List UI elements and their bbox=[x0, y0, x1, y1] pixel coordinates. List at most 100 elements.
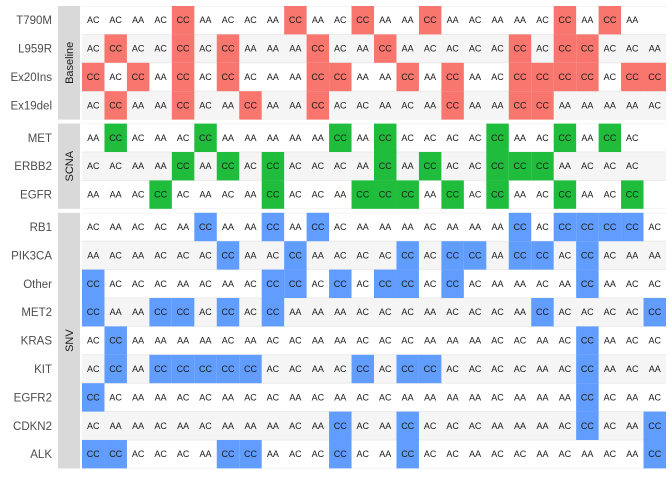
cell-label: CC bbox=[177, 307, 190, 317]
cell-label: CC bbox=[289, 15, 302, 25]
cell-label: AC bbox=[357, 100, 370, 110]
cell-label: AC bbox=[87, 161, 100, 171]
cell-label: AA bbox=[357, 133, 369, 143]
cc-cell bbox=[261, 212, 285, 242]
cell-label: AA bbox=[402, 44, 414, 54]
cell-label: AA bbox=[312, 250, 324, 260]
cell-label: CC bbox=[514, 250, 527, 260]
cell-label: CC bbox=[536, 100, 549, 110]
cc-cell bbox=[553, 34, 577, 63]
row-label: CDKN2 bbox=[13, 421, 52, 433]
cc-cell bbox=[329, 411, 352, 440]
cell-label: AC bbox=[491, 364, 504, 374]
row-label: Ex19del bbox=[10, 100, 52, 112]
row-label: KIT bbox=[34, 364, 52, 376]
cc-cell bbox=[171, 34, 195, 63]
cell-label: AA bbox=[447, 222, 459, 232]
cell-label: AA bbox=[289, 307, 301, 317]
cell-label: AA bbox=[626, 392, 638, 402]
cell-label: CC bbox=[558, 44, 571, 54]
cc-cell bbox=[643, 440, 666, 469]
cell-label: AC bbox=[604, 307, 617, 317]
cc-cell bbox=[598, 212, 622, 242]
cell-label: AC bbox=[357, 279, 370, 289]
cell-label: AA bbox=[514, 279, 526, 289]
cell-label: AA bbox=[244, 336, 256, 346]
cell-label: CC bbox=[558, 133, 571, 143]
cell-label: AC bbox=[649, 222, 662, 232]
cell-label: AA bbox=[581, 449, 593, 459]
cell-label: AA bbox=[132, 161, 144, 171]
cell-label: CC bbox=[558, 190, 571, 200]
cell-label: CC bbox=[603, 15, 616, 25]
cell-label: CC bbox=[514, 222, 527, 232]
cell-label: AC bbox=[244, 72, 257, 82]
cell-label: AC bbox=[154, 15, 167, 25]
cc-cell bbox=[643, 298, 666, 327]
cell-label: AC bbox=[604, 421, 617, 431]
cell-label: AC bbox=[559, 421, 572, 431]
cell-label: CC bbox=[222, 44, 235, 54]
cell-label: AC bbox=[626, 161, 639, 171]
cell-label: CC bbox=[199, 364, 212, 374]
cc-cell bbox=[576, 269, 599, 298]
cell-label: CC bbox=[626, 222, 639, 232]
cell-label: AA bbox=[357, 161, 369, 171]
cell-label: CC bbox=[401, 72, 414, 82]
cc-cell bbox=[553, 123, 577, 152]
cell-label: AA bbox=[289, 44, 301, 54]
cell-label: AC bbox=[604, 449, 617, 459]
cell-label: AC bbox=[424, 449, 437, 459]
cc-cell bbox=[531, 62, 554, 92]
cell-label: CC bbox=[199, 222, 212, 232]
cell-label: AC bbox=[581, 307, 594, 317]
cell-label: AA bbox=[559, 161, 571, 171]
cell-label: AA bbox=[581, 133, 593, 143]
cc-cell bbox=[216, 440, 240, 469]
cell-label: AA bbox=[132, 392, 144, 402]
cell-label: CC bbox=[626, 72, 639, 82]
cell-label: AC bbox=[559, 250, 572, 260]
cell-label: AC bbox=[446, 364, 459, 374]
row-label: Ex20Ins bbox=[10, 72, 52, 84]
cell-label: AA bbox=[536, 364, 548, 374]
cell-label: AA bbox=[424, 392, 436, 402]
cell-label: CC bbox=[177, 161, 190, 171]
cc-cell bbox=[441, 91, 464, 120]
cell-label: AC bbox=[87, 44, 100, 54]
cell-label: AC bbox=[559, 336, 572, 346]
cell-label: AC bbox=[357, 307, 370, 317]
cc-cell bbox=[441, 62, 464, 92]
cc-cell bbox=[194, 212, 217, 242]
cell-label: AC bbox=[132, 190, 145, 200]
cell-label: AA bbox=[132, 250, 144, 260]
cc-cell bbox=[82, 298, 105, 327]
cell-label: AC bbox=[559, 307, 572, 317]
cell-label: AC bbox=[289, 336, 302, 346]
facet-strip-label: Baseline bbox=[64, 42, 76, 84]
cell-label: CC bbox=[87, 279, 100, 289]
cell-label: AC bbox=[199, 72, 212, 82]
cell-label: CC bbox=[446, 279, 459, 289]
cc-cell bbox=[418, 6, 442, 35]
cell-label: AC bbox=[222, 190, 235, 200]
cc-cell bbox=[643, 62, 666, 92]
cc-cell bbox=[531, 91, 554, 120]
cell-label: AA bbox=[312, 133, 324, 143]
cc-cell bbox=[396, 180, 419, 209]
cell-label: AA bbox=[289, 392, 301, 402]
cell-label: CC bbox=[244, 364, 257, 374]
cell-label: AA bbox=[267, 421, 279, 431]
cc-cell bbox=[621, 212, 644, 242]
cell-label: AC bbox=[424, 44, 437, 54]
cell-label: AC bbox=[109, 250, 122, 260]
cell-label: AA bbox=[492, 15, 504, 25]
row-label: EGFR bbox=[20, 190, 52, 202]
cell-label: AC bbox=[536, 190, 549, 200]
cell-label: AA bbox=[424, 190, 436, 200]
cell-label: AA bbox=[289, 72, 301, 82]
cell-label: AC bbox=[424, 279, 437, 289]
cell-label: AC bbox=[334, 100, 347, 110]
cell-label: AC bbox=[514, 364, 527, 374]
cell-label: CC bbox=[109, 133, 122, 143]
